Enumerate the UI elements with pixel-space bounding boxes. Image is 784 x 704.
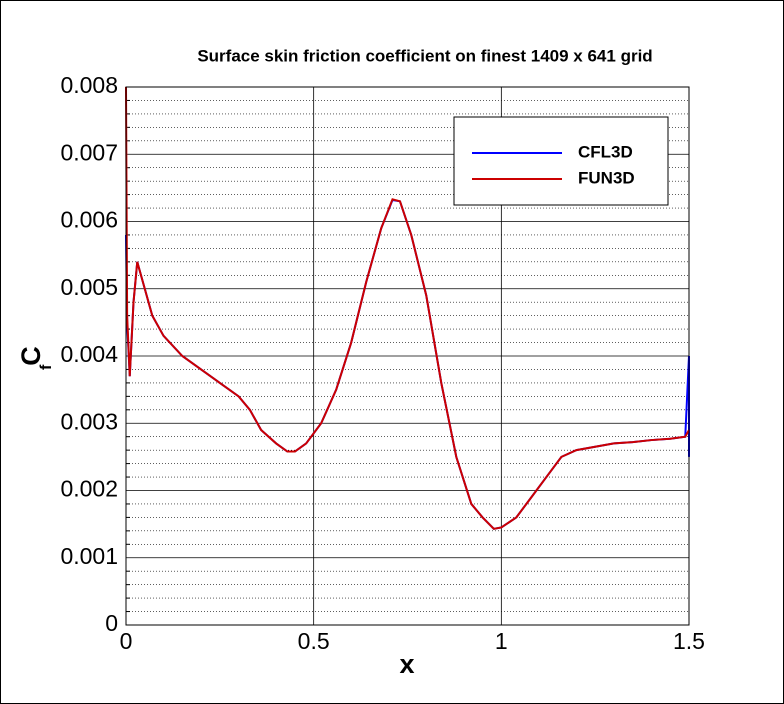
x-tick-label: 0 [120, 628, 133, 654]
x-tick-label: 1.5 [673, 628, 705, 654]
y-tick-label: 0.002 [60, 476, 118, 502]
x-tick-label: 1 [495, 628, 508, 654]
legend-box [453, 116, 669, 206]
y-tick-label: 0.004 [60, 341, 118, 367]
y-tick-label: 0.001 [60, 543, 118, 569]
plot-frame [125, 86, 690, 626]
y-tick-label: 0.007 [60, 139, 118, 165]
x-tick-label: 0.5 [298, 628, 330, 654]
data-line [125, 86, 690, 530]
chart-title: Surface skin friction coefficient on fin… [197, 46, 652, 65]
y-tick-label: 0.008 [60, 72, 118, 98]
y-axis-label-group: C f [16, 346, 55, 370]
y-axis-label: C [16, 346, 46, 366]
legend-label: FUN3D [578, 168, 635, 187]
y-tick-label: 0 [105, 610, 118, 636]
x-axis-label: x [399, 649, 414, 679]
y-tick-label: 0.006 [60, 207, 118, 233]
y-tick-label: 0.005 [60, 274, 118, 300]
y-axis-label-subscript: f [38, 364, 55, 370]
y-tick-label: 0.003 [60, 408, 118, 434]
legend-label: CFL3D [578, 142, 633, 161]
